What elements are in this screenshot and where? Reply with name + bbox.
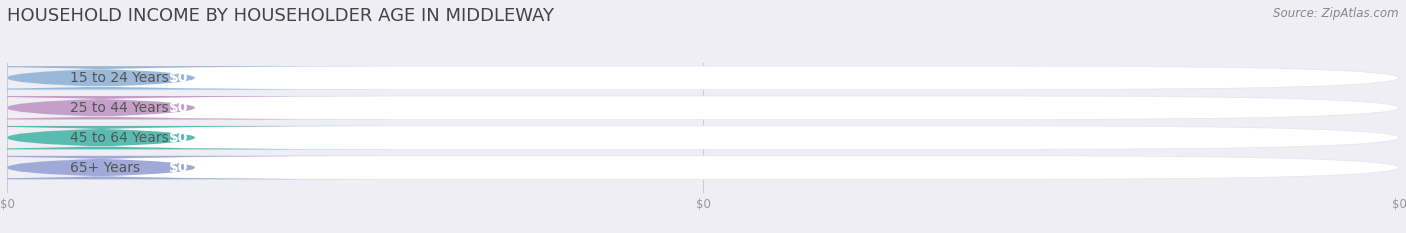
FancyBboxPatch shape: [7, 66, 1399, 90]
Text: HOUSEHOLD INCOME BY HOUSEHOLDER AGE IN MIDDLEWAY: HOUSEHOLD INCOME BY HOUSEHOLDER AGE IN M…: [7, 7, 554, 25]
Text: 15 to 24 Years: 15 to 24 Years: [70, 71, 169, 85]
FancyBboxPatch shape: [0, 156, 389, 179]
FancyBboxPatch shape: [0, 66, 389, 90]
FancyBboxPatch shape: [7, 156, 1399, 179]
Text: $0: $0: [169, 71, 188, 85]
Text: Source: ZipAtlas.com: Source: ZipAtlas.com: [1274, 7, 1399, 20]
Text: $0: $0: [169, 161, 188, 175]
Text: 45 to 64 Years: 45 to 64 Years: [70, 131, 169, 145]
Text: 65+ Years: 65+ Years: [70, 161, 139, 175]
FancyBboxPatch shape: [0, 126, 389, 149]
Text: 25 to 44 Years: 25 to 44 Years: [70, 101, 169, 115]
Text: $0: $0: [169, 101, 188, 115]
FancyBboxPatch shape: [0, 96, 389, 120]
FancyBboxPatch shape: [7, 126, 1399, 149]
Text: $0: $0: [169, 131, 188, 145]
FancyBboxPatch shape: [7, 96, 1399, 120]
